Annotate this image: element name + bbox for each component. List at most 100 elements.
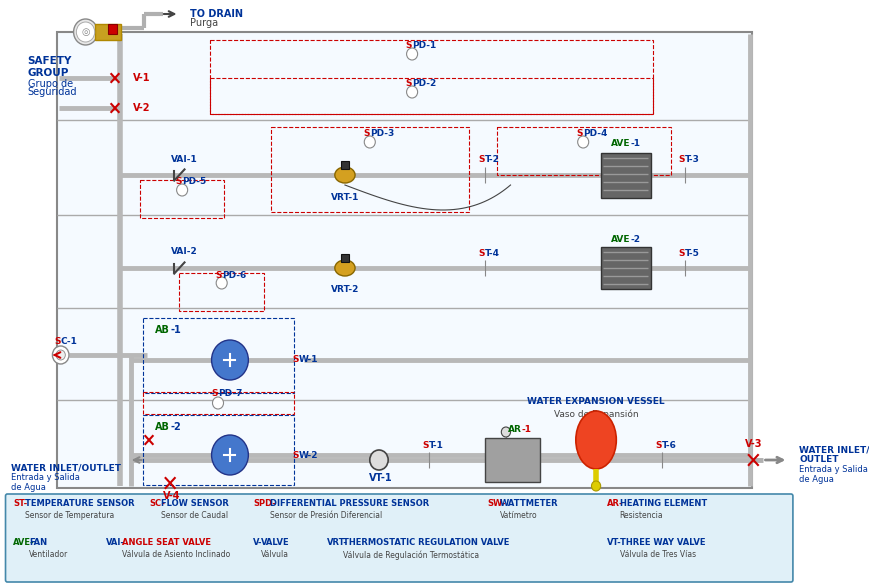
Text: WATTMETER: WATTMETER (500, 499, 558, 508)
Text: Entrada y Salida: Entrada y Salida (11, 474, 80, 482)
Text: VALVE: VALVE (261, 538, 289, 547)
Bar (209, 78, 653, 114)
Text: VT-: VT- (607, 538, 621, 547)
Text: AB: AB (156, 325, 170, 335)
Text: PD-7: PD-7 (218, 390, 242, 398)
Circle shape (211, 435, 248, 475)
Ellipse shape (575, 411, 615, 469)
Circle shape (52, 346, 69, 364)
Text: T-2: T-2 (484, 155, 499, 165)
Text: PD-4: PD-4 (582, 128, 607, 137)
Bar (57, 32, 751, 488)
Circle shape (176, 184, 188, 196)
Text: SPD-: SPD- (253, 499, 275, 508)
Text: PD-5: PD-5 (182, 178, 206, 186)
Bar (143, 392, 294, 414)
Text: V-: V- (253, 538, 262, 547)
Text: S: S (678, 249, 685, 258)
Ellipse shape (335, 167, 355, 183)
Text: T-5: T-5 (685, 249, 700, 258)
Circle shape (216, 277, 227, 289)
Text: Válvula de Regulación Termostática: Válvula de Regulación Termostática (342, 550, 479, 559)
Text: VAI-2: VAI-2 (170, 248, 197, 256)
Text: Sensor de Presión Diferencial: Sensor de Presión Diferencial (269, 511, 381, 520)
Text: VRT-1: VRT-1 (330, 193, 359, 201)
Text: S: S (478, 155, 484, 165)
Text: W-2: W-2 (299, 450, 318, 460)
Text: S: S (405, 40, 412, 50)
Text: S: S (292, 356, 299, 364)
Bar (95, 24, 121, 40)
Text: THREE WAY VALVE: THREE WAY VALVE (619, 538, 704, 547)
Text: AVE: AVE (610, 235, 629, 245)
Text: Purga: Purga (190, 18, 218, 28)
Text: PD-6: PD-6 (222, 270, 246, 280)
Text: DIFFERENTIAL PRESSURE SENSOR: DIFFERENTIAL PRESSURE SENSOR (269, 499, 428, 508)
Circle shape (211, 340, 248, 380)
Text: SAFETY
GROUP: SAFETY GROUP (28, 56, 72, 78)
Circle shape (406, 48, 417, 60)
Bar (484, 438, 540, 482)
Bar (496, 127, 671, 175)
Text: -2: -2 (170, 422, 181, 432)
Text: SW-: SW- (487, 499, 506, 508)
Text: VRT-: VRT- (326, 538, 347, 547)
Bar (600, 247, 651, 289)
Circle shape (364, 136, 375, 148)
Text: -1: -1 (170, 325, 181, 335)
Text: ST-: ST- (13, 499, 27, 508)
Text: HEATING ELEMENT: HEATING ELEMENT (619, 499, 706, 508)
Text: SC-: SC- (149, 499, 165, 508)
Text: FAN: FAN (30, 538, 48, 547)
Text: S: S (215, 270, 222, 280)
Text: Válvula: Válvula (261, 550, 289, 559)
Text: S: S (655, 442, 661, 450)
Bar (341, 254, 348, 262)
Circle shape (76, 22, 95, 42)
Ellipse shape (335, 260, 355, 276)
Text: -1: -1 (521, 426, 531, 434)
Text: S: S (421, 442, 428, 450)
Bar (143, 318, 294, 393)
Text: AB: AB (156, 422, 170, 432)
Text: S: S (176, 178, 182, 186)
Bar (271, 127, 468, 212)
Text: TO DRAIN: TO DRAIN (190, 9, 243, 19)
Text: FLOW SENSOR: FLOW SENSOR (162, 499, 229, 508)
Circle shape (501, 427, 510, 437)
Text: Sensor de Temperatura: Sensor de Temperatura (25, 511, 115, 520)
Text: VT-1: VT-1 (368, 473, 392, 483)
Text: S: S (576, 128, 582, 137)
Text: OUTLET: OUTLET (799, 456, 838, 464)
Text: VRT-2: VRT-2 (330, 286, 359, 294)
Text: C-1: C-1 (61, 336, 77, 346)
Text: Vaso de Expansión: Vaso de Expansión (553, 409, 638, 419)
Text: -1: -1 (629, 138, 640, 148)
Text: Seguridad: Seguridad (28, 87, 77, 97)
Circle shape (74, 19, 97, 45)
Text: VAI-: VAI- (106, 538, 124, 547)
Circle shape (406, 86, 417, 98)
Text: Grupo de: Grupo de (28, 79, 73, 89)
Text: Válvula de Tres Vías: Válvula de Tres Vías (619, 550, 695, 559)
Text: ANGLE SEAT VALVE: ANGLE SEAT VALVE (123, 538, 211, 547)
Text: WATER INLET/: WATER INLET/ (799, 446, 869, 454)
Text: Entrada y Salida: Entrada y Salida (799, 465, 867, 474)
Text: V-2: V-2 (133, 103, 150, 113)
Text: T-6: T-6 (661, 442, 676, 450)
Text: Vatímetro: Vatímetro (500, 511, 537, 520)
Circle shape (577, 136, 588, 148)
Bar (140, 180, 224, 218)
Text: WATER INLET/OUTLET: WATER INLET/OUTLET (11, 464, 121, 472)
Text: ◎: ◎ (81, 27, 90, 37)
Bar (179, 273, 263, 311)
Bar (209, 40, 653, 114)
Text: VAI-1: VAI-1 (170, 155, 197, 164)
Circle shape (591, 481, 600, 491)
Bar (108, 24, 116, 34)
Text: TEMPERATURE SENSOR: TEMPERATURE SENSOR (25, 499, 135, 508)
Text: PD-3: PD-3 (369, 128, 394, 137)
Text: THERMOSTATIC REGULATION VALVE: THERMOSTATIC REGULATION VALVE (342, 538, 509, 547)
Text: T-4: T-4 (484, 249, 499, 258)
Text: S: S (478, 249, 484, 258)
